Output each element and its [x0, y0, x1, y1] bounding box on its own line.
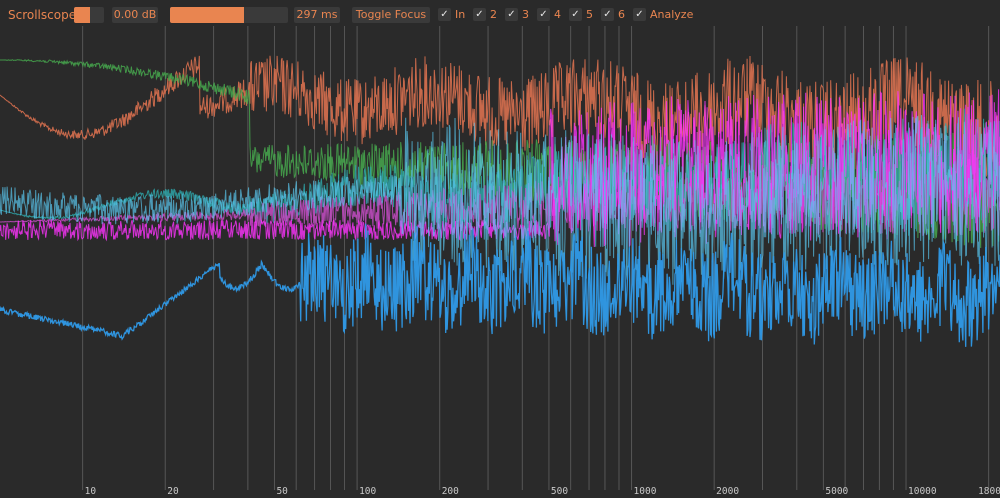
channel-5-checkbox[interactable]: ✓	[569, 8, 582, 21]
channel-in-label: In	[455, 8, 466, 21]
channel-3-label: 3	[522, 8, 529, 21]
gain-value-field[interactable]: 0.00 dB	[112, 7, 158, 23]
time-window-slider-fill	[170, 7, 245, 23]
tick-label: 10	[85, 486, 97, 497]
channel-5-label: 5	[586, 8, 593, 21]
channel-4-checkbox[interactable]: ✓	[537, 8, 550, 21]
channel-4-label: 4	[554, 8, 561, 21]
channel-6-label: 6	[618, 8, 625, 21]
toggle-focus-button[interactable]: Toggle Focus	[352, 7, 430, 23]
gain-slider-fill	[74, 7, 90, 23]
analyze-label: Analyze	[650, 8, 694, 21]
tick-label: 1000	[634, 486, 657, 497]
channel-2-label: 2	[490, 8, 497, 21]
spectrum-traces	[0, 55, 1000, 347]
tick-label: 18000	[978, 486, 1000, 497]
analyze-checkbox[interactable]: ✓	[633, 8, 646, 21]
app-title: Scrollscope	[8, 8, 77, 22]
time-window-value-field[interactable]: 297 ms	[294, 7, 340, 23]
frequency-tick-labels: 10 20 50 100 200 500 1000 2000 5000 10000 18000	[85, 486, 1000, 497]
time-window-slider[interactable]	[170, 7, 288, 23]
trace-channel-in	[0, 223, 1000, 347]
channel-in-checkbox[interactable]: ✓	[438, 8, 451, 21]
channel-2-checkbox[interactable]: ✓	[473, 8, 486, 21]
toolbar: Scrollscope 0.00 dB 297 ms Toggle Focus …	[0, 0, 1000, 30]
channel-3-checkbox[interactable]: ✓	[505, 8, 518, 21]
tick-label: 10000	[908, 486, 937, 497]
trace-channel-6	[0, 89, 1000, 248]
tick-label: 500	[551, 486, 568, 497]
tick-label: 50	[276, 486, 288, 497]
tick-label: 5000	[825, 486, 848, 497]
gain-slider[interactable]	[74, 7, 104, 23]
tick-label: 2000	[716, 486, 739, 497]
channel-6-checkbox[interactable]: ✓	[601, 8, 614, 21]
tick-label: 20	[167, 486, 179, 497]
tick-label: 100	[359, 486, 376, 497]
tick-label: 200	[442, 486, 459, 497]
